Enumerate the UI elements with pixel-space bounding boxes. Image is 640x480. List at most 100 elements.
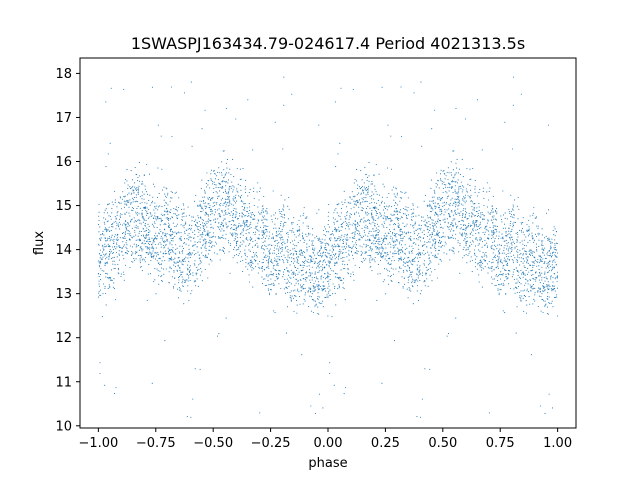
data-point	[344, 216, 346, 218]
data-point	[188, 253, 190, 255]
data-point	[511, 249, 513, 251]
data-point	[149, 247, 151, 249]
data-point	[218, 333, 220, 335]
data-point	[426, 215, 429, 217]
data-point	[99, 372, 101, 375]
data-point	[430, 207, 432, 209]
data-point	[315, 303, 317, 305]
data-point	[237, 218, 239, 220]
data-point	[140, 230, 143, 233]
data-point	[164, 244, 167, 246]
data-point	[277, 262, 279, 264]
data-point	[367, 193, 369, 195]
data-point	[141, 270, 143, 272]
data-point	[366, 214, 368, 216]
data-point	[475, 262, 477, 264]
data-point	[149, 204, 151, 206]
data-point	[417, 228, 419, 230]
data-point	[192, 246, 194, 248]
data-point	[143, 193, 145, 195]
data-point	[392, 247, 395, 249]
data-point	[227, 182, 229, 184]
data-point	[480, 214, 482, 216]
data-point	[262, 258, 264, 260]
data-point	[510, 243, 512, 245]
data-point	[522, 231, 524, 233]
data-point	[112, 286, 114, 288]
data-point	[393, 210, 395, 212]
data-point	[329, 268, 332, 270]
data-point	[328, 253, 330, 255]
data-point	[554, 252, 556, 254]
data-point	[225, 162, 227, 164]
data-point	[451, 211, 453, 213]
data-point	[543, 289, 545, 291]
data-point	[471, 206, 473, 208]
data-point	[438, 245, 440, 247]
data-point	[212, 236, 214, 238]
data-point	[111, 279, 113, 282]
data-point	[384, 206, 386, 208]
data-point	[199, 229, 201, 232]
data-point	[178, 232, 180, 234]
data-point	[229, 185, 231, 188]
data-point	[547, 239, 549, 241]
data-point	[146, 230, 148, 232]
data-point	[409, 269, 411, 271]
data-point	[135, 246, 137, 248]
data-point	[214, 236, 216, 238]
data-point	[248, 212, 250, 214]
data-point	[142, 235, 145, 237]
data-point	[319, 270, 321, 272]
data-point	[233, 248, 235, 251]
data-point	[428, 258, 430, 260]
data-point	[352, 196, 354, 198]
data-point	[183, 208, 185, 210]
data-point	[223, 248, 225, 250]
data-point	[305, 277, 307, 279]
data-point	[424, 194, 426, 196]
data-point	[208, 242, 210, 244]
data-point	[287, 240, 289, 242]
data-point	[493, 256, 495, 258]
data-point	[506, 256, 508, 258]
data-point	[278, 250, 280, 252]
data-point	[374, 256, 376, 259]
data-point	[378, 241, 380, 243]
data-point	[265, 211, 267, 213]
data-point	[310, 290, 312, 293]
data-point	[162, 237, 164, 239]
data-point	[431, 233, 433, 235]
data-point	[488, 234, 490, 236]
data-point	[236, 262, 238, 264]
data-point	[109, 249, 111, 251]
data-point	[109, 142, 111, 144]
data-point	[443, 201, 446, 203]
data-point	[538, 239, 540, 241]
data-point	[497, 267, 499, 269]
data-point	[313, 300, 315, 302]
data-point	[314, 286, 316, 288]
data-point	[400, 268, 402, 270]
data-point	[171, 244, 173, 246]
data-point	[537, 290, 539, 292]
data-point	[387, 262, 390, 264]
data-point	[423, 230, 425, 232]
data-point	[352, 254, 354, 256]
data-point	[105, 245, 107, 247]
data-point	[117, 223, 119, 225]
data-point	[313, 249, 315, 251]
data-point	[106, 256, 108, 258]
data-point	[225, 206, 227, 208]
data-point	[289, 295, 291, 297]
data-point	[504, 227, 507, 229]
data-point	[464, 202, 466, 204]
data-point	[338, 250, 340, 252]
data-point	[142, 216, 145, 218]
data-point	[204, 238, 206, 240]
data-point	[358, 192, 360, 194]
data-point	[464, 118, 466, 120]
data-point	[488, 261, 490, 263]
data-point	[156, 238, 158, 240]
data-point	[186, 279, 188, 281]
